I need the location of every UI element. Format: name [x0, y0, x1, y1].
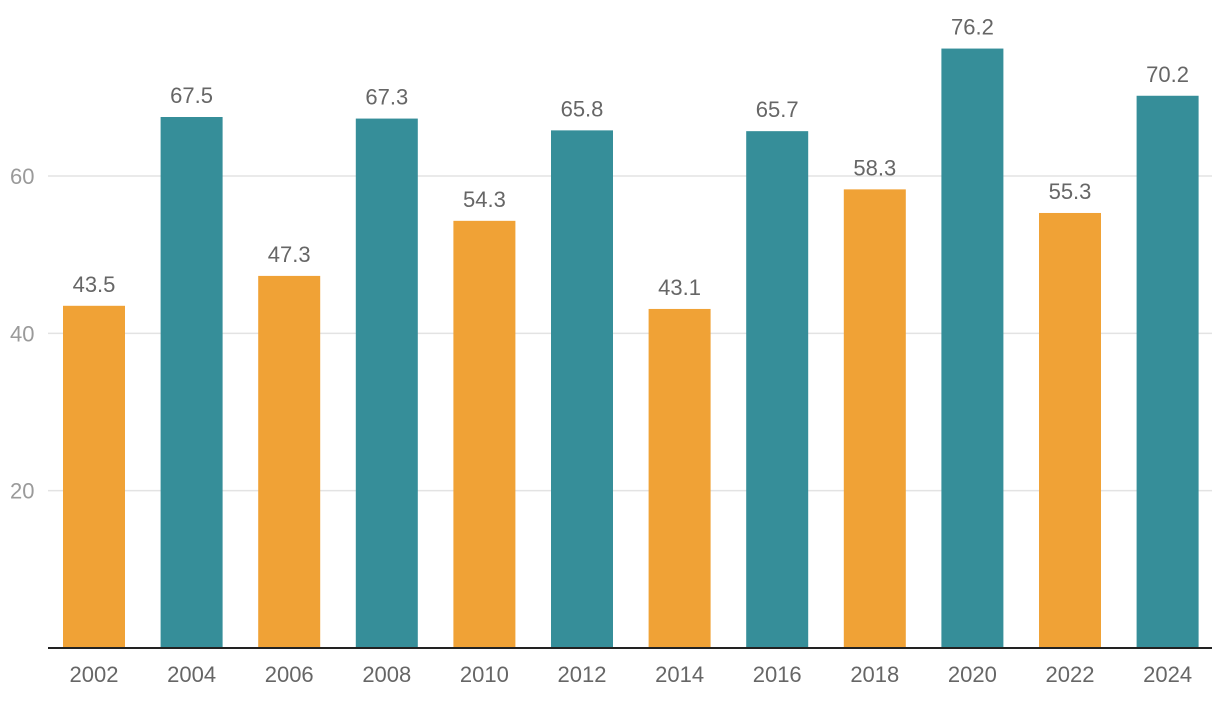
y-tick-label: 20 — [10, 479, 34, 504]
x-tick-label-2004: 2004 — [167, 662, 216, 687]
bars — [63, 48, 1199, 649]
data-label-2012: 65.8 — [561, 96, 604, 121]
bar-2020 — [941, 48, 1004, 649]
y-axis-ticks: 20 40 60 — [10, 164, 34, 504]
x-tick-label-2016: 2016 — [753, 662, 802, 687]
bar-2008 — [355, 118, 418, 648]
bar-2014 — [648, 308, 711, 648]
bar-2018 — [843, 189, 906, 648]
x-tick-label-2020: 2020 — [948, 662, 997, 687]
y-tick-label: 60 — [10, 164, 34, 189]
data-label-2020: 76.2 — [951, 15, 994, 40]
x-axis-ticks: 2002 2004 2006 2008 2010 2012 2014 2016 2018 2020… — [70, 662, 1193, 687]
x-tick-label-2010: 2010 — [460, 662, 509, 687]
data-label-2022: 55.3 — [1049, 179, 1092, 204]
x-tick-label-2008: 2008 — [362, 662, 411, 687]
data-label-2016: 65.7 — [756, 97, 799, 122]
bar-2002 — [63, 305, 125, 648]
data-labels: 43.5 67.5 47.3 67.3 54.3 65.8 43.1 65.7 58.3 76.2… — [73, 15, 1189, 300]
data-label-2010: 54.3 — [463, 187, 506, 212]
bar-2004 — [160, 117, 223, 648]
x-tick-label-2024: 2024 — [1143, 662, 1192, 687]
bar-2016 — [746, 131, 809, 648]
x-tick-label-2006: 2006 — [265, 662, 314, 687]
bar-2010 — [453, 220, 516, 648]
x-tick-label-2014: 2014 — [655, 662, 704, 687]
data-label-2014: 43.1 — [658, 275, 701, 300]
data-label-2024: 70.2 — [1146, 62, 1189, 87]
data-label-2006: 47.3 — [268, 242, 311, 267]
data-label-2004: 67.5 — [170, 83, 213, 108]
bar-2022 — [1039, 212, 1101, 648]
data-label-2018: 58.3 — [853, 155, 896, 180]
gridlines — [48, 175, 1212, 492]
x-tick-label-2018: 2018 — [850, 662, 899, 687]
data-label-2002: 43.5 — [73, 272, 116, 297]
x-tick-label-2002: 2002 — [70, 662, 119, 687]
bar-2012 — [551, 130, 613, 648]
x-tick-label-2012: 2012 — [558, 662, 607, 687]
bar-2006 — [258, 275, 321, 648]
data-label-2008: 67.3 — [365, 85, 408, 110]
bar-2024 — [1136, 95, 1199, 648]
y-tick-label: 40 — [10, 321, 34, 346]
x-tick-label-2022: 2022 — [1046, 662, 1095, 687]
